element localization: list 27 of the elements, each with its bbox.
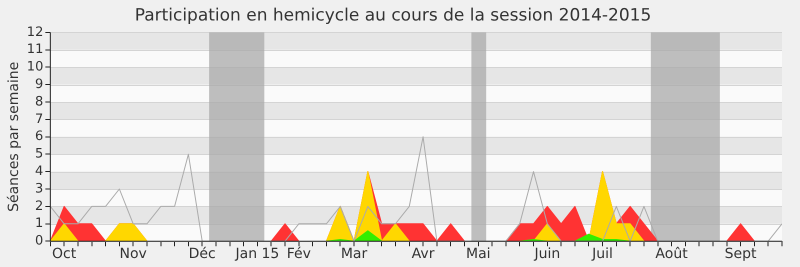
x-tick-label: Août [655,246,688,262]
y-tick-label: 11 [26,42,44,58]
x-tick-label: Juin [533,246,560,262]
x-tick-label: Mai [466,246,491,262]
x-tick-label: Juil [591,246,613,262]
y-tick-label: 0 [35,234,44,249]
x-tick-label: Sept [724,246,758,262]
y-tick-label: 6 [35,129,44,144]
y-tick-label: 7 [35,112,44,127]
y-tick-label: 10 [26,60,44,75]
y-tick-label: 1 [35,216,44,232]
y-tick-label: 9 [35,76,44,92]
x-tick-label: Nov [120,246,147,262]
x-tick-label: Déc [188,246,216,262]
x-tick-label: Oct [52,246,77,262]
y-tick-label: 12 [26,24,44,40]
x-tick-label: Jan 15 [234,246,280,262]
x-tick-label: Fév [286,246,311,262]
y-tick-label: 4 [35,164,44,179]
y-tick-label: 3 [35,181,44,196]
x-tick-label: Avr [412,246,435,262]
y-tick-label: 2 [35,198,44,214]
chart-title: Participation en hemicycle au cours de la session 2014-2015 [134,6,652,26]
x-tick-label: Mar [340,246,368,262]
y-tick-label: 8 [35,94,44,110]
y-axis-title: Séances par semaine [6,62,22,212]
y-tick-label: 5 [35,146,44,162]
